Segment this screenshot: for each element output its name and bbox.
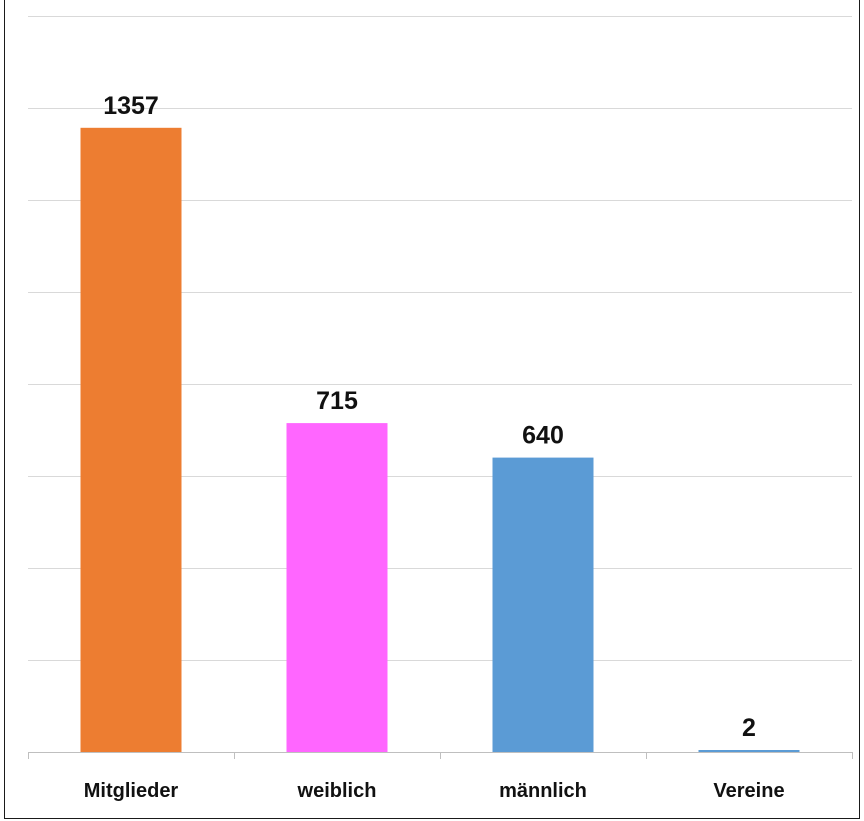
category-labels: Mitglieder weiblich männlich Vereine [84,780,785,802]
data-label-mitglieder: 1357 [103,92,159,120]
data-label-weiblich: 715 [316,387,358,415]
category-label-männlich: männlich [499,780,587,802]
bar-vereine [698,750,800,752]
bar-weiblich [286,423,388,752]
bar-mitglieder [80,127,182,753]
bar-männlich [492,457,594,752]
bars [80,127,800,753]
category-label-weiblich: weiblich [297,780,377,802]
category-label-vereine: Vereine [713,780,784,802]
x-axis [28,752,853,759]
data-labels: 1357 715 640 2 [103,92,756,742]
category-label-mitglieder: Mitglieder [84,780,179,802]
data-label-vereine: 2 [742,714,756,742]
data-label-männlich: 640 [522,422,564,450]
